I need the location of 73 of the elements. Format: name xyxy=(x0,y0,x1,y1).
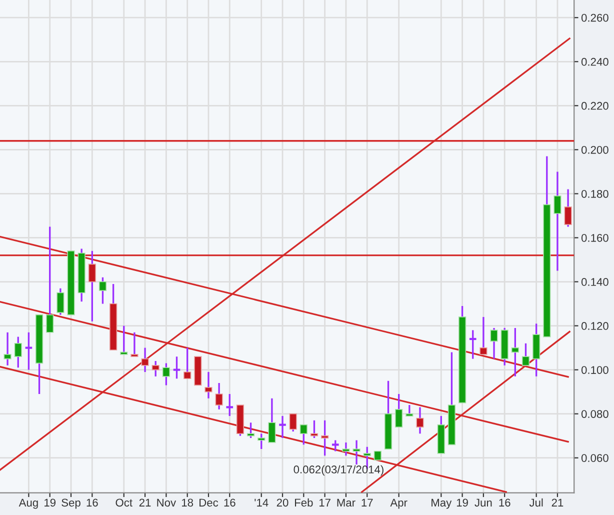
candlestick xyxy=(130,332,138,358)
candlestick xyxy=(352,439,360,466)
candlestick xyxy=(416,406,424,434)
candlestick xyxy=(152,360,160,378)
x-tick-label: Jul xyxy=(529,498,543,507)
y-tick-label: 0.120 xyxy=(581,322,608,330)
candlestick xyxy=(554,170,562,272)
candlestick xyxy=(184,346,192,380)
x-tick-label: Oct xyxy=(116,498,132,507)
annotation: 0.062(03/17/2014) xyxy=(294,465,384,476)
x-tick-label: 19 xyxy=(44,498,56,507)
candlestick xyxy=(406,404,414,417)
x-tick-label: Sep xyxy=(62,498,80,509)
candlestick xyxy=(289,412,297,432)
y-tick-label: 0.100 xyxy=(581,366,608,374)
y-tick-label: 0.240 xyxy=(581,58,608,66)
x-tick-label: 19 xyxy=(456,498,468,507)
y-tick-label: 0.060 xyxy=(581,454,608,462)
candlestick xyxy=(564,188,572,228)
candlestick xyxy=(278,415,287,439)
candlestick xyxy=(162,362,170,386)
candlestick xyxy=(268,398,276,444)
y-tick-label: 0.180 xyxy=(581,190,608,198)
x-tick-label: '14 xyxy=(254,498,268,506)
x-tick-label: 17 xyxy=(362,498,373,506)
candlestick xyxy=(320,420,329,456)
x-tick-label: Aug xyxy=(18,498,38,509)
candlestick xyxy=(46,226,54,334)
x-tick-label: 21 xyxy=(139,498,151,506)
candlestick xyxy=(310,420,318,439)
candlestick xyxy=(246,422,255,439)
candlestick xyxy=(490,327,498,360)
candlestick xyxy=(88,250,96,322)
x-tick-label: 16 xyxy=(224,498,236,507)
x-tick-label: 17 xyxy=(319,498,330,506)
candlestick xyxy=(24,332,34,371)
x-tick-label: 21 xyxy=(552,498,564,506)
candlestick xyxy=(395,393,403,428)
y-tick-label: 0.080 xyxy=(581,410,608,418)
x-tick-label: May xyxy=(432,498,452,509)
candlestick xyxy=(511,327,519,378)
candlestick xyxy=(342,442,350,456)
candlestick xyxy=(120,324,128,356)
x-tick-label: 18 xyxy=(182,498,194,507)
y-tick-label: 0.160 xyxy=(581,234,608,242)
candlestick xyxy=(204,371,212,400)
x-tick-label: Feb xyxy=(295,498,313,507)
candlestick xyxy=(225,393,234,417)
candlestick xyxy=(215,382,223,410)
y-tick-label: 0.140 xyxy=(581,278,608,286)
candlestick xyxy=(468,329,478,360)
y-tick-label: 0.200 xyxy=(581,146,608,154)
candlestick xyxy=(4,332,12,366)
candlestick xyxy=(330,439,340,452)
x-tick-label: Apr xyxy=(390,498,408,509)
y-tick-label: 0.260 xyxy=(581,14,608,22)
candlestick xyxy=(141,346,149,373)
candlestick xyxy=(14,336,22,368)
candlestick xyxy=(300,424,308,446)
x-tick-label: 16 xyxy=(86,498,98,507)
candlestick xyxy=(258,432,266,450)
candlestick xyxy=(98,276,107,305)
x-tick-label: Nov xyxy=(157,498,176,507)
candlestick xyxy=(480,316,488,356)
candlestick xyxy=(56,288,64,316)
candlestick xyxy=(172,356,182,380)
y-tick-label: 0.220 xyxy=(581,102,608,110)
x-tick-label: 20 xyxy=(276,498,288,507)
candlestick xyxy=(522,342,530,366)
x-tick-label: Mar xyxy=(337,498,356,507)
x-tick-label: 16 xyxy=(499,498,510,507)
x-tick-label: Dec xyxy=(200,498,218,507)
x-tick-label: Jun xyxy=(474,498,492,507)
